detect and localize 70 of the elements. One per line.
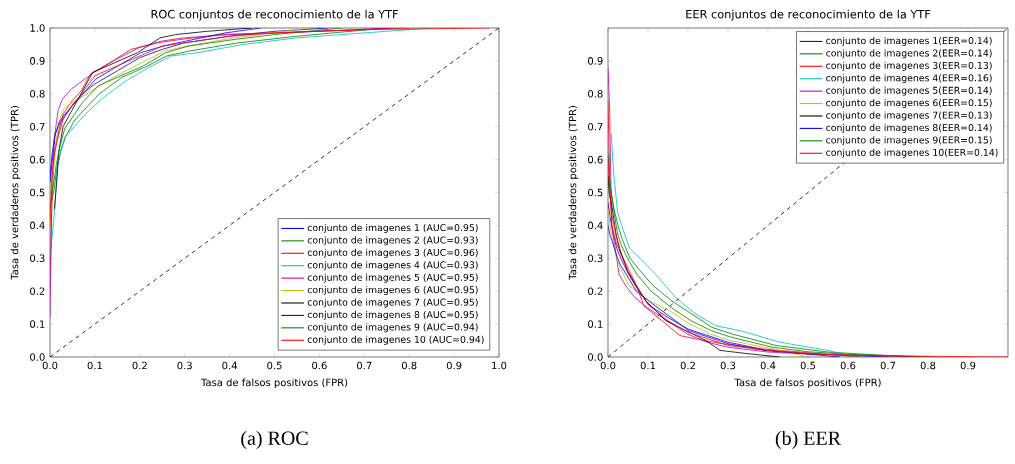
y-tick-label: 0.1 (30, 320, 45, 328)
x-tick-label: 0.0 (600, 361, 616, 370)
x-tick-label: 0.3 (177, 361, 192, 370)
y-axis-title: Tasa de verdaderos positivos (TPR) (568, 106, 579, 280)
y-tick-label: 0.8 (588, 90, 603, 98)
legend-label: conjunto de imagenes 8(EER=0.14) (826, 123, 992, 133)
chart-title: EER conjuntos de reconocimiento de la YTF (686, 9, 931, 21)
x-tick-label: 0.5 (800, 361, 816, 370)
x-tick-label: 0.2 (680, 361, 695, 370)
text: (b) EER (775, 430, 842, 450)
y-tick-label: 0.6 (588, 155, 603, 164)
legend-label: conjunto de imagenes 1(EER=0.14) (826, 36, 992, 46)
y-tick-label: 1.0 (30, 24, 45, 32)
x-tick-label: 0.6 (312, 361, 327, 370)
legend-label: conjunto de imagenes 3 (AUC=0.96) (307, 248, 478, 258)
text: (a) ROC (241, 430, 308, 450)
x-tick-label: 0.2 (132, 361, 147, 370)
x-axis-title: Tasa de falsos positivos (FPR) (734, 378, 881, 389)
legend-label: conjunto de imagenes 10(EER=0.14) (826, 148, 998, 158)
x-tick-label: 0.8 (920, 361, 936, 370)
y-tick-label: 0.2 (30, 287, 45, 295)
y-tick-label: 0.2 (588, 287, 603, 295)
y-axis-title: Tasa de verdaderos positivos (TPR) (10, 106, 21, 280)
y-tick-label: 0.0 (30, 353, 45, 361)
legend-label: conjunto de imagenes 10 (AUC=0.94) (307, 335, 484, 345)
legend-label: conjunto de imagenes 2(EER=0.14) (826, 49, 992, 59)
x-tick-label: 0.4 (760, 361, 776, 370)
legend-label: conjunto de imagenes 9(EER=0.15) (826, 136, 992, 146)
x-tick-label: 0.6 (840, 361, 856, 370)
x-tick-label: 0.9 (446, 361, 462, 370)
x-tick-label: 0.4 (222, 361, 237, 370)
x-tick-label: 0.7 (357, 361, 372, 370)
y-tick-label: 0.3 (588, 254, 603, 263)
x-tick-label: 1.0 (492, 361, 507, 370)
y-tick-label: 0.7 (588, 122, 603, 131)
y-tick-label: 0.6 (30, 155, 45, 164)
legend-label: conjunto de imagenes 5 (AUC=0.95) (307, 273, 478, 283)
x-tick-label: 0.5 (267, 361, 282, 370)
y-tick-label: 0.9 (588, 57, 603, 65)
y-tick-label: 0.7 (30, 122, 45, 131)
x-tick-label: 0.0 (42, 361, 58, 370)
x-tick-label: 0.3 (720, 361, 736, 370)
legend-label: conjunto de imagenes 1 (AUC=0.95) (307, 223, 478, 233)
legend-label: conjunto de imagenes 9 (AUC=0.94) (307, 323, 478, 333)
x-tick-label: 0.9 (960, 361, 976, 370)
x-tick-label: 0.1 (640, 361, 656, 370)
y-tick-label: 0.4 (588, 221, 603, 230)
legend-label: conjunto de imagenes 6(EER=0.15) (826, 99, 992, 109)
legend-label: conjunto de imagenes 6 (AUC=0.95) (307, 286, 478, 296)
legend-label: conjunto de imagenes 5(EER=0.14) (826, 86, 992, 96)
y-tick-label: 0.4 (30, 221, 45, 230)
y-tick-label: 0.3 (30, 254, 45, 263)
y-tick-label: 0.0 (588, 353, 603, 361)
y-tick-label: 0.5 (30, 188, 45, 197)
y-tick-label: 0.1 (588, 320, 603, 328)
legend-label: conjunto de imagenes 8 (AUC=0.95) (307, 310, 478, 320)
chart-title: ROC conjuntos de reconocimiento de la YTF (151, 9, 398, 21)
legend-label: conjunto de imagenes 3(EER=0.13) (826, 61, 992, 71)
y-tick-label: 0.5 (588, 188, 603, 197)
legend-label: conjunto de imagenes 4 (AUC=0.93) (307, 261, 478, 271)
x-tick-label: 0.7 (880, 361, 896, 370)
y-tick-label: 0.9 (30, 57, 45, 65)
x-tick-label: 0.8 (401, 361, 417, 370)
y-tick-label: 0.8 (30, 90, 45, 98)
legend-label: conjunto de imagenes 7(EER=0.13) (826, 111, 992, 121)
legend-label: conjunto de imagenes 7 (AUC=0.95) (307, 298, 478, 308)
x-tick-label: 0.1 (87, 361, 102, 370)
x-axis-title: Tasa de falsos positivos (FPR) (200, 378, 348, 389)
legend-label: conjunto de imagenes 4(EER=0.16) (826, 74, 992, 84)
legend-label: conjunto de imagenes 2 (AUC=0.93) (307, 236, 478, 246)
